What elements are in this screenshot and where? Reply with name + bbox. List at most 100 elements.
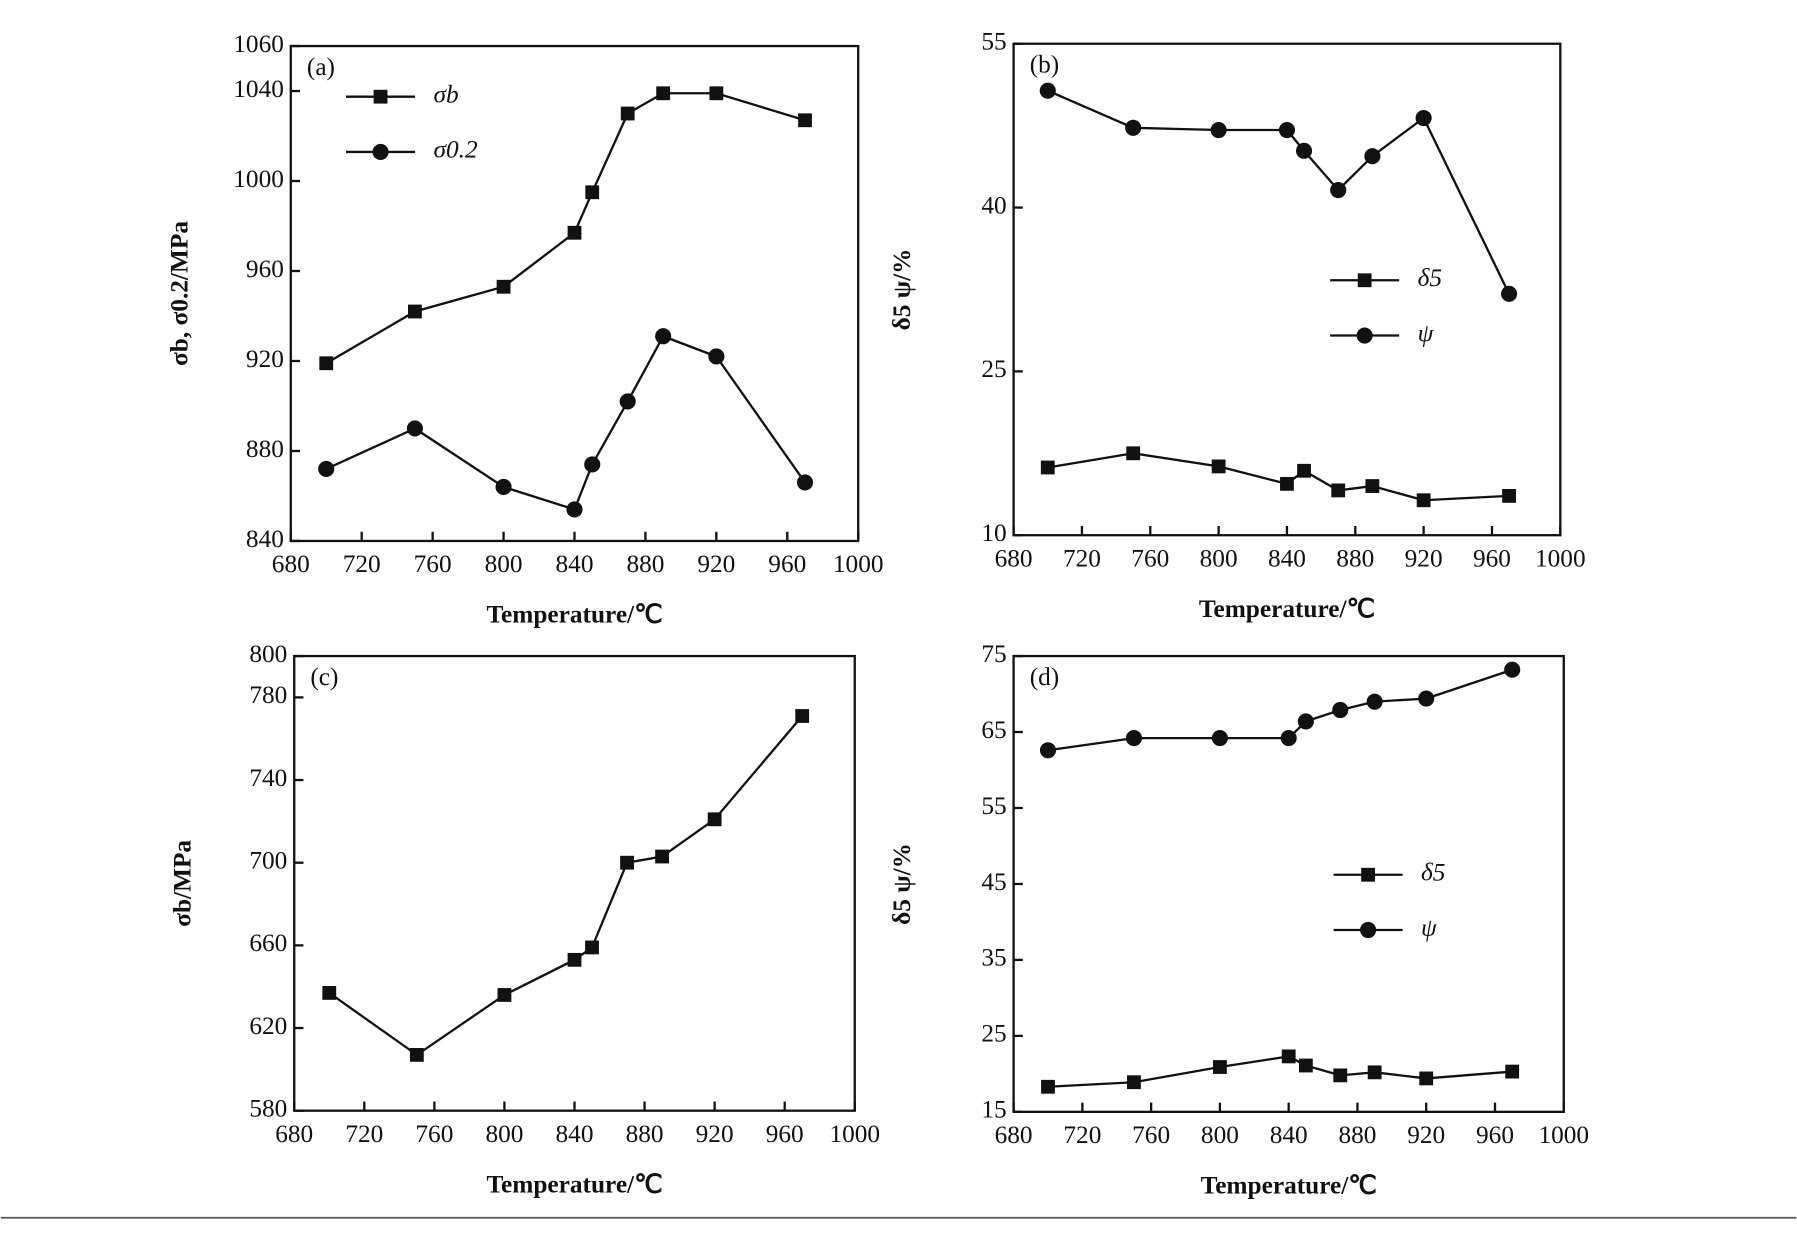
y-tick-label: 10 bbox=[981, 519, 1006, 547]
y-axis-label: δ5 ψ/% bbox=[888, 843, 916, 925]
x-tick-label: 760 bbox=[414, 550, 452, 578]
marker bbox=[1039, 82, 1056, 99]
series-line bbox=[328, 715, 804, 1057]
y-tick-label: 880 bbox=[246, 435, 284, 463]
marker bbox=[1297, 713, 1314, 730]
marker bbox=[566, 501, 583, 518]
marker bbox=[1281, 1049, 1296, 1064]
marker bbox=[585, 185, 600, 200]
series-line bbox=[325, 92, 806, 365]
series-line bbox=[1047, 668, 1513, 752]
marker bbox=[584, 456, 601, 473]
marker bbox=[1360, 921, 1377, 939]
y-tick-label: 780 bbox=[249, 681, 287, 709]
legend-label: δ5 bbox=[1421, 859, 1445, 887]
plot-frame bbox=[1012, 42, 1562, 537]
y-tick-label: 1000 bbox=[233, 165, 284, 193]
y-tick-label: 580 bbox=[249, 1095, 287, 1123]
legend-label: δ5 bbox=[1418, 264, 1442, 292]
marker bbox=[1297, 463, 1311, 478]
marker bbox=[1295, 142, 1313, 159]
panel-label: (c) bbox=[310, 663, 338, 691]
marker bbox=[1501, 285, 1518, 302]
y-tick-label: 25 bbox=[981, 1020, 1006, 1048]
marker bbox=[709, 86, 724, 101]
marker bbox=[795, 709, 810, 723]
marker bbox=[1041, 1079, 1055, 1094]
marker bbox=[1278, 121, 1296, 139]
marker bbox=[567, 952, 582, 967]
marker bbox=[1505, 1064, 1520, 1079]
panel-label: (a) bbox=[307, 53, 335, 81]
marker bbox=[1419, 1071, 1434, 1086]
marker bbox=[1418, 690, 1435, 707]
marker bbox=[620, 855, 634, 870]
x-tick-label: 720 bbox=[343, 550, 381, 578]
marker bbox=[1213, 1060, 1227, 1074]
x-tick-label: 840 bbox=[556, 550, 594, 578]
x-tick-label: 760 bbox=[1132, 1121, 1170, 1149]
marker bbox=[408, 304, 422, 319]
marker bbox=[1280, 476, 1294, 491]
y-tick-label: 960 bbox=[246, 255, 284, 283]
panel-label: (b) bbox=[1030, 51, 1060, 79]
marker bbox=[1365, 479, 1380, 493]
x-tick-label: 680 bbox=[272, 550, 310, 578]
x-tick-label: 960 bbox=[766, 1120, 804, 1148]
legend-label: σ0.2 bbox=[434, 136, 478, 164]
marker bbox=[796, 474, 814, 491]
x-tick-label: 880 bbox=[1338, 1121, 1376, 1149]
y-axis-label: δ5 ψ/% bbox=[888, 249, 916, 331]
marker bbox=[798, 113, 812, 128]
x-tick-label: 1000 bbox=[829, 1120, 880, 1148]
plot-frame bbox=[293, 654, 856, 1112]
x-tick-label: 920 bbox=[696, 1120, 734, 1148]
x-tick-label: 920 bbox=[1407, 1121, 1445, 1149]
legend-label: ψ bbox=[1421, 914, 1438, 942]
y-axis-label: σb, σ0.2/MPa bbox=[165, 221, 193, 366]
x-tick-label: 720 bbox=[1063, 1121, 1101, 1149]
x-tick-label: 680 bbox=[275, 1120, 313, 1148]
marker bbox=[406, 420, 423, 437]
marker bbox=[708, 348, 725, 365]
marker bbox=[1367, 1065, 1382, 1080]
marker bbox=[620, 106, 635, 121]
series-line bbox=[1047, 1055, 1513, 1088]
marker bbox=[1125, 119, 1142, 136]
x-tick-label: 760 bbox=[1131, 544, 1169, 572]
marker bbox=[1298, 1058, 1313, 1073]
y-tick-label: 40 bbox=[981, 191, 1006, 219]
marker bbox=[1125, 730, 1143, 747]
marker bbox=[1366, 693, 1383, 710]
x-tick-label: 1000 bbox=[833, 550, 884, 578]
marker bbox=[1330, 182, 1347, 199]
x-tick-label: 840 bbox=[1270, 1121, 1308, 1149]
marker bbox=[1039, 742, 1057, 759]
marker bbox=[1415, 109, 1432, 127]
x-tick-label: 1000 bbox=[1535, 544, 1586, 572]
marker bbox=[1502, 488, 1516, 503]
x-tick-label: 960 bbox=[768, 550, 806, 578]
marker bbox=[495, 478, 512, 496]
marker bbox=[1361, 867, 1376, 882]
y-tick-label: 1060 bbox=[233, 30, 284, 58]
x-tick-label: 800 bbox=[485, 550, 523, 578]
y-tick-label: 800 bbox=[249, 640, 287, 668]
marker bbox=[1211, 459, 1226, 474]
x-tick-label: 800 bbox=[1200, 544, 1238, 572]
marker bbox=[1331, 483, 1346, 498]
panel-label: (d) bbox=[1030, 663, 1060, 691]
x-axis-label: Temperature/℃ bbox=[1199, 595, 1375, 623]
y-tick-label: 840 bbox=[246, 525, 284, 553]
marker bbox=[1357, 273, 1372, 288]
y-tick-label: 55 bbox=[981, 792, 1006, 820]
marker bbox=[1211, 730, 1228, 747]
marker bbox=[1333, 1068, 1348, 1083]
y-tick-label: 55 bbox=[981, 28, 1006, 56]
marker bbox=[707, 812, 722, 827]
marker bbox=[322, 985, 337, 1000]
legend-label: σb bbox=[434, 80, 459, 108]
y-tick-label: 25 bbox=[981, 355, 1006, 383]
x-tick-label: 800 bbox=[485, 1120, 523, 1148]
